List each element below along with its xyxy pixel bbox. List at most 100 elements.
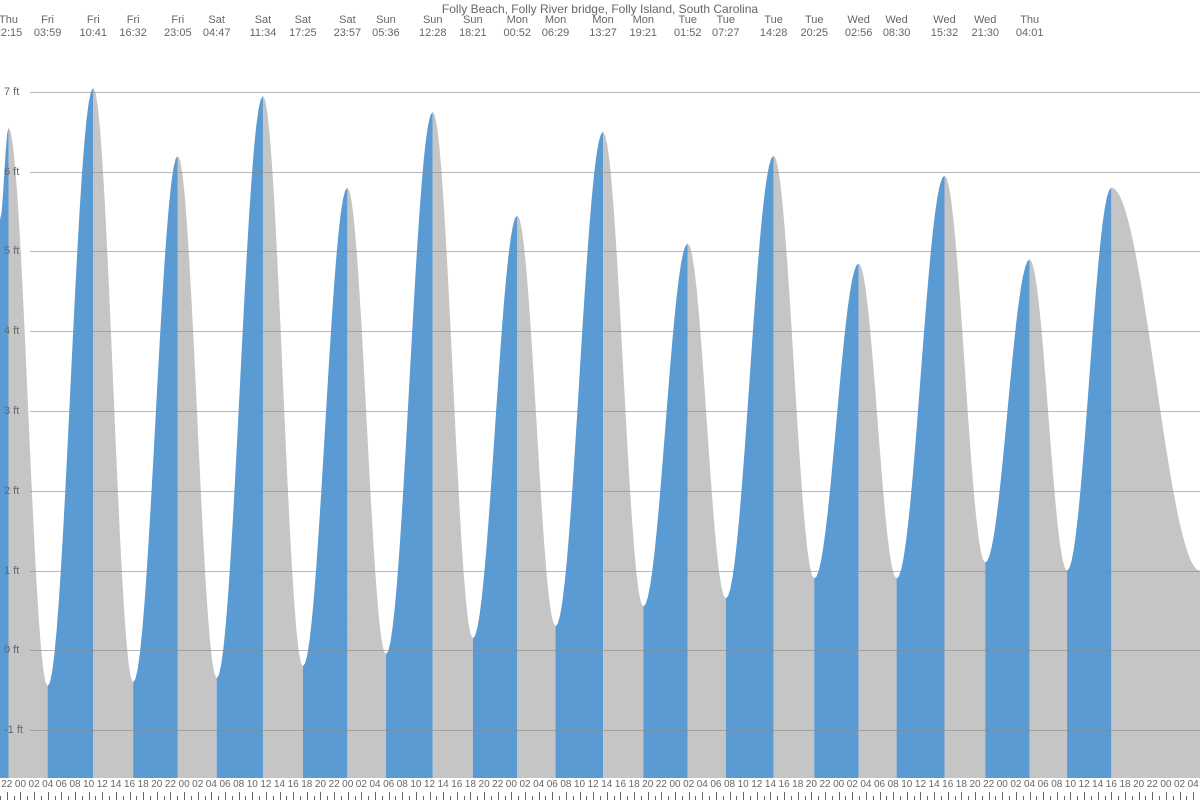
x-label: 16: [288, 779, 299, 790]
x-tick: [661, 792, 662, 800]
x-tick: [1180, 792, 1181, 800]
x-label: 22: [165, 779, 176, 790]
x-tick: [389, 792, 390, 800]
x-label: 04: [697, 779, 708, 790]
x-label: 12: [260, 779, 271, 790]
x-tick: [532, 796, 533, 800]
x-label: 10: [410, 779, 421, 790]
x-tick: [764, 796, 765, 800]
x-tick: [109, 796, 110, 800]
x-label: 04: [1188, 779, 1199, 790]
x-label: 10: [1065, 779, 1076, 790]
tide-segment: [347, 188, 386, 778]
x-tick: [239, 792, 240, 800]
x-tick: [198, 792, 199, 800]
header-event: Mon00:52: [504, 14, 532, 40]
x-tick: [314, 796, 315, 800]
x-tick: [1070, 792, 1071, 800]
x-tick: [464, 796, 465, 800]
x-tick: [607, 792, 608, 800]
x-tick: [798, 792, 799, 800]
x-label: 16: [779, 779, 790, 790]
x-tick: [443, 792, 444, 800]
x-label: 18: [1119, 779, 1130, 790]
x-label: 08: [1051, 779, 1062, 790]
x-label: 14: [438, 779, 449, 790]
header-event: Fri23:05: [164, 14, 192, 40]
x-label: 06: [383, 779, 394, 790]
x-tick: [470, 792, 471, 800]
x-tick: [1091, 796, 1092, 800]
x-label: 20: [315, 779, 326, 790]
x-tick: [573, 796, 574, 800]
x-tick: [491, 796, 492, 800]
x-label: 06: [710, 779, 721, 790]
x-tick: [505, 796, 506, 800]
gridline: [30, 491, 1200, 492]
x-tick: [218, 796, 219, 800]
x-tick: [723, 796, 724, 800]
tide-segment: [643, 243, 687, 778]
x-tick: [886, 796, 887, 800]
x-label: 14: [601, 779, 612, 790]
x-tick: [805, 796, 806, 800]
x-label: 12: [424, 779, 435, 790]
header-event: Wed21:30: [971, 14, 999, 40]
tide-segment: [9, 128, 48, 778]
x-tick: [566, 792, 567, 800]
x-axis: 2200020406081012141618202200020406081012…: [0, 778, 1200, 800]
x-label: 10: [901, 779, 912, 790]
x-tick: [845, 796, 846, 800]
x-label: 16: [451, 779, 462, 790]
gridline: [30, 331, 1200, 332]
x-tick: [300, 796, 301, 800]
x-tick: [1186, 796, 1187, 800]
x-tick: [968, 796, 969, 800]
x-tick: [559, 796, 560, 800]
x-tick: [102, 792, 103, 800]
x-tick: [484, 792, 485, 800]
header-event: Wed08:30: [883, 14, 911, 40]
x-tick: [395, 796, 396, 800]
x-label: 00: [669, 779, 680, 790]
x-label: 02: [1174, 779, 1185, 790]
header-event: Mon19:21: [630, 14, 658, 40]
x-tick: [1125, 792, 1126, 800]
x-tick: [1152, 792, 1153, 800]
x-label: 02: [847, 779, 858, 790]
x-tick: [1057, 792, 1058, 800]
x-tick: [368, 796, 369, 800]
x-tick: [409, 796, 410, 800]
x-tick: [266, 792, 267, 800]
x-label: 08: [397, 779, 408, 790]
gridline: [30, 92, 1200, 93]
x-label: 00: [997, 779, 1008, 790]
x-label: 18: [301, 779, 312, 790]
x-label: 14: [929, 779, 940, 790]
x-tick: [477, 796, 478, 800]
x-tick: [211, 792, 212, 800]
x-tick: [75, 792, 76, 800]
header-event: Thu22:15: [0, 14, 22, 40]
y-label: 4 ft: [4, 325, 19, 337]
x-tick: [382, 796, 383, 800]
x-tick: [157, 792, 158, 800]
x-tick: [430, 792, 431, 800]
x-tick: [586, 796, 587, 800]
x-tick: [757, 792, 758, 800]
x-tick: [150, 796, 151, 800]
x-tick: [416, 792, 417, 800]
x-tick: [900, 796, 901, 800]
x-label: 06: [56, 779, 67, 790]
tide-segment: [386, 112, 433, 778]
x-tick: [736, 796, 737, 800]
x-label: 06: [547, 779, 558, 790]
x-label: 04: [1024, 779, 1035, 790]
x-label: 14: [274, 779, 285, 790]
x-tick: [286, 796, 287, 800]
x-tick: [975, 792, 976, 800]
header-event: Sun18:21: [459, 14, 487, 40]
x-label: 04: [369, 779, 380, 790]
x-tick: [880, 792, 881, 800]
x-tick: [205, 796, 206, 800]
